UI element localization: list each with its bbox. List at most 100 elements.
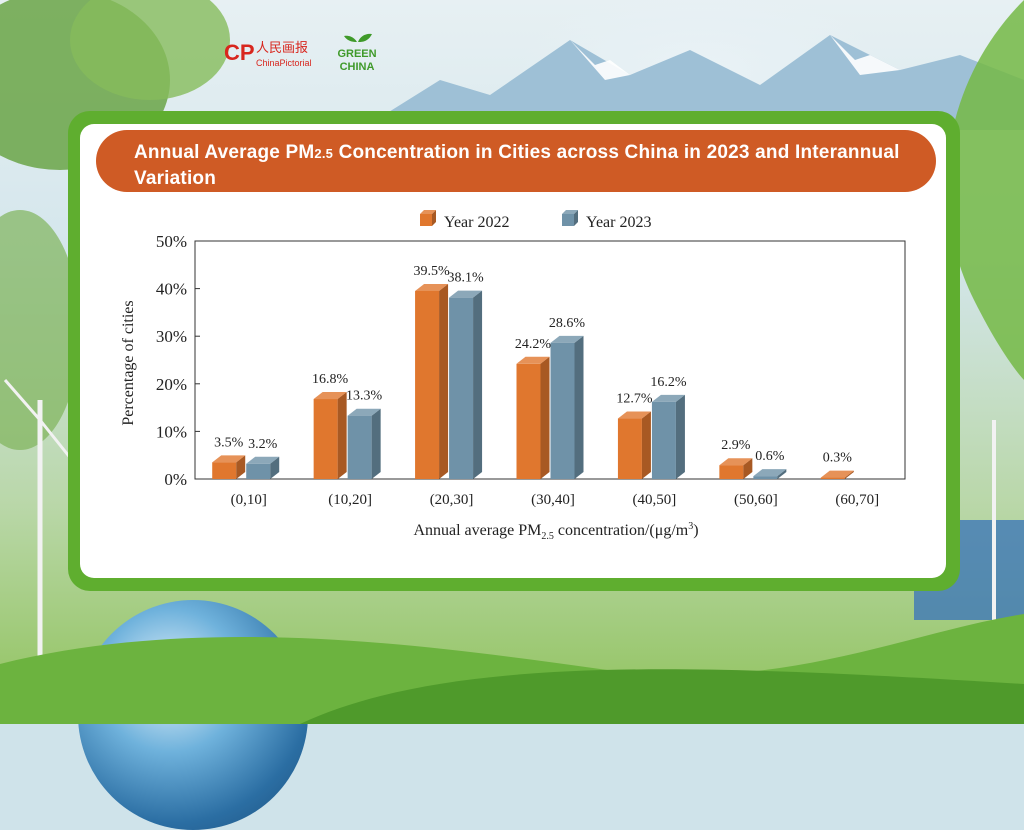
svg-text:CP: CP xyxy=(224,40,255,65)
bar-side xyxy=(337,392,347,479)
data-label-2022: 12.7% xyxy=(616,392,653,407)
bar-top xyxy=(516,356,550,364)
bar-front xyxy=(550,342,575,479)
bar-top xyxy=(246,456,280,464)
bar-front xyxy=(313,399,338,479)
y-tick-label: 10% xyxy=(156,422,187,441)
bar-top xyxy=(347,408,381,416)
bar-top xyxy=(719,458,753,466)
bar-side xyxy=(236,455,246,479)
plot-area: 0% 10% 20% 30% 40% 50% 3.5% 3.2% (0,10] 16.8% 13.3… xyxy=(156,232,906,508)
data-label-2023: 3.2% xyxy=(248,437,278,452)
x-axis-label-part3: ) xyxy=(693,522,698,539)
x-axis-label-part2: concentration/(μg/m xyxy=(554,522,689,539)
green-china-line2: CHINA xyxy=(340,61,375,73)
legend: Year 2022 Year 2023 xyxy=(420,210,651,231)
bar-side xyxy=(777,469,787,479)
x-tick-label: (10,20] xyxy=(328,492,372,508)
bar-side xyxy=(540,356,550,479)
bar-2022 xyxy=(820,470,854,479)
bar-front xyxy=(753,476,778,479)
data-label-2022: 2.9% xyxy=(721,438,751,453)
chart-svg: Year 2022 Year 2023 0% 10% 20% 30% 40% 50% 3.5… xyxy=(120,210,906,542)
green-china-logo: GREEN CHINA xyxy=(330,30,385,76)
x-tick-label: (30,40] xyxy=(531,492,575,508)
bar-2023 xyxy=(246,456,280,479)
bar-top xyxy=(820,470,854,478)
bar-2022 xyxy=(313,392,347,479)
title-part1: Annual Average PM xyxy=(134,142,315,163)
bar-front xyxy=(415,290,440,479)
legend-swatch-front xyxy=(562,214,574,226)
data-label-2023: 38.1% xyxy=(447,271,484,286)
bar-side xyxy=(743,458,753,479)
y-tick-label: 0% xyxy=(164,470,187,489)
data-label-2022: 0.3% xyxy=(823,451,853,466)
bar-side xyxy=(270,456,280,479)
data-label-2022: 3.5% xyxy=(214,435,244,450)
bar-2023 xyxy=(753,469,787,479)
legend-swatch-top xyxy=(562,210,578,214)
bar-side xyxy=(574,335,584,479)
chart-card xyxy=(80,124,946,578)
title-part2: Concentration in Cities across China in … xyxy=(134,142,900,189)
bar-side xyxy=(641,411,651,479)
bar-front xyxy=(617,418,642,479)
green-china-line1: GREEN xyxy=(337,48,376,60)
data-label-2023: 0.6% xyxy=(755,449,785,464)
bar-top xyxy=(212,455,246,463)
y-tick-label: 40% xyxy=(156,280,187,299)
legend-swatch-top xyxy=(420,210,436,214)
chinapictorial-cn-text: 人民画报 xyxy=(256,41,308,56)
bar-top xyxy=(617,411,651,419)
y-tick-label: 50% xyxy=(156,232,187,251)
legend-swatch-front xyxy=(420,214,432,226)
bar-2023 xyxy=(651,394,685,479)
bar-2022 xyxy=(719,458,753,479)
x-tick-label: (0,10] xyxy=(231,492,267,508)
bar-side xyxy=(844,470,854,479)
bar-top xyxy=(415,283,449,291)
legend-label-year-2023: Year 2023 xyxy=(586,214,651,231)
data-label-2023: 16.2% xyxy=(650,375,687,390)
x-tick-label: (60,70] xyxy=(835,492,879,508)
x-tick-label: (50,60] xyxy=(734,492,778,508)
data-label-2023: 13.3% xyxy=(346,389,383,404)
bar-front xyxy=(246,463,271,479)
title-subscript: 2.5 xyxy=(314,146,334,161)
bar-2022 xyxy=(415,283,449,479)
data-label-2022: 24.2% xyxy=(515,337,552,352)
bar-2023 xyxy=(449,290,483,479)
data-label-2023: 28.6% xyxy=(549,316,586,331)
x-tick-label: (40,50] xyxy=(633,492,677,508)
bar-top xyxy=(550,335,584,343)
data-label-2022: 16.8% xyxy=(312,372,349,387)
bar-2022 xyxy=(212,455,246,479)
bar-side xyxy=(439,283,449,479)
bar-front xyxy=(651,401,676,479)
x-tick-label: (20,30] xyxy=(430,492,474,508)
bar-front xyxy=(719,465,744,479)
y-tick-label: 20% xyxy=(156,375,187,394)
bar-2022 xyxy=(516,356,550,479)
bar-top xyxy=(651,394,685,402)
y-tick-label: 30% xyxy=(156,327,187,346)
grass-illustration xyxy=(0,614,1024,724)
mountains-illustration xyxy=(360,35,1024,130)
bar-top xyxy=(313,392,347,400)
bar-top xyxy=(449,290,483,298)
chinapictorial-en-text: ChinaPictorial xyxy=(256,58,312,68)
data-label-2022: 39.5% xyxy=(413,264,450,279)
y-axis-label: Percentage of cities xyxy=(120,300,137,425)
x-axis-label-superscript: 3 xyxy=(688,521,693,532)
bar-side xyxy=(675,394,685,479)
bar-2023 xyxy=(347,408,381,479)
bar-2023 xyxy=(550,335,584,479)
chart-title: Annual Average PM2.5 Concentration in Ci… xyxy=(134,140,914,191)
bar-front xyxy=(347,415,372,479)
title-bar xyxy=(96,130,936,192)
x-axis-label-subscript: 2.5 xyxy=(541,531,554,542)
legend-swatch-side xyxy=(432,210,436,226)
bar-top xyxy=(753,469,787,477)
bar-side xyxy=(473,290,483,479)
